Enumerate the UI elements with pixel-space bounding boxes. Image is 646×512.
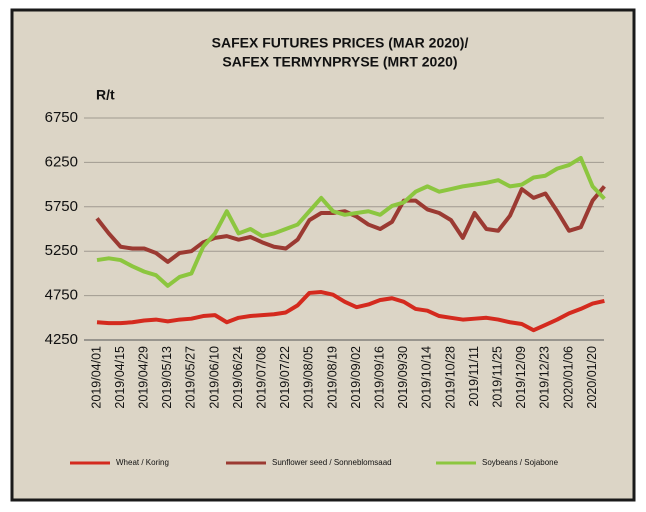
x-tick-label: 2019/09/02 [349, 346, 363, 409]
x-tick-label: 2019/04/01 [89, 346, 103, 409]
x-tick-label: 2020/01/20 [585, 346, 599, 409]
chart-frame [10, 8, 636, 502]
legend-label: Soybeans / Sojabone [482, 458, 559, 467]
x-tick-label: 2019/04/29 [136, 346, 150, 409]
x-tick-label: 2019/11/11 [467, 346, 481, 407]
legend-label: Wheat / Koring [116, 458, 169, 467]
x-tick-label: 2019/12/23 [538, 346, 552, 409]
x-tick-label: 2019/04/15 [113, 346, 127, 409]
x-tick-label: 2019/06/24 [231, 346, 245, 409]
y-axis-label: R/t [96, 87, 115, 103]
x-tick-label: 2019/08/05 [302, 346, 316, 409]
legend-label: Sunflower seed / Sonneblomsaad [272, 458, 392, 467]
y-tick-label: 6250 [45, 153, 78, 170]
x-tick-label: 2019/07/22 [278, 346, 292, 409]
series-line [96, 290, 605, 333]
x-tick-label: 2019/06/10 [207, 346, 221, 409]
x-tick-label: 2019/10/14 [420, 346, 434, 409]
y-tick-label: 4250 [45, 331, 78, 348]
chart-title: SAFEX TERMYNPRYSE (MRT 2020) [222, 54, 457, 70]
y-tick-label: 5250 [45, 242, 78, 259]
x-tick-label: 2019/07/08 [254, 346, 268, 409]
x-tick-label: 2019/05/27 [184, 346, 198, 409]
x-tick-label: 2019/11/25 [490, 346, 504, 408]
y-tick-label: 4750 [45, 287, 78, 304]
x-tick-label: 2020/01/06 [561, 346, 575, 409]
chart-title: SAFEX FUTURES PRICES (MAR 2020)/ [212, 35, 469, 51]
x-tick-label: 2019/10/28 [443, 346, 457, 409]
x-tick-label: 2019/05/13 [160, 346, 174, 409]
y-tick-label: 6750 [45, 109, 78, 126]
x-tick-label: 2019/09/30 [396, 346, 410, 409]
x-tick-label: 2019/08/19 [325, 346, 339, 409]
x-tick-label: 2019/09/16 [372, 346, 386, 409]
y-tick-label: 5750 [45, 198, 78, 215]
series-line [96, 155, 606, 288]
x-tick-label: 2019/12/09 [514, 346, 528, 409]
